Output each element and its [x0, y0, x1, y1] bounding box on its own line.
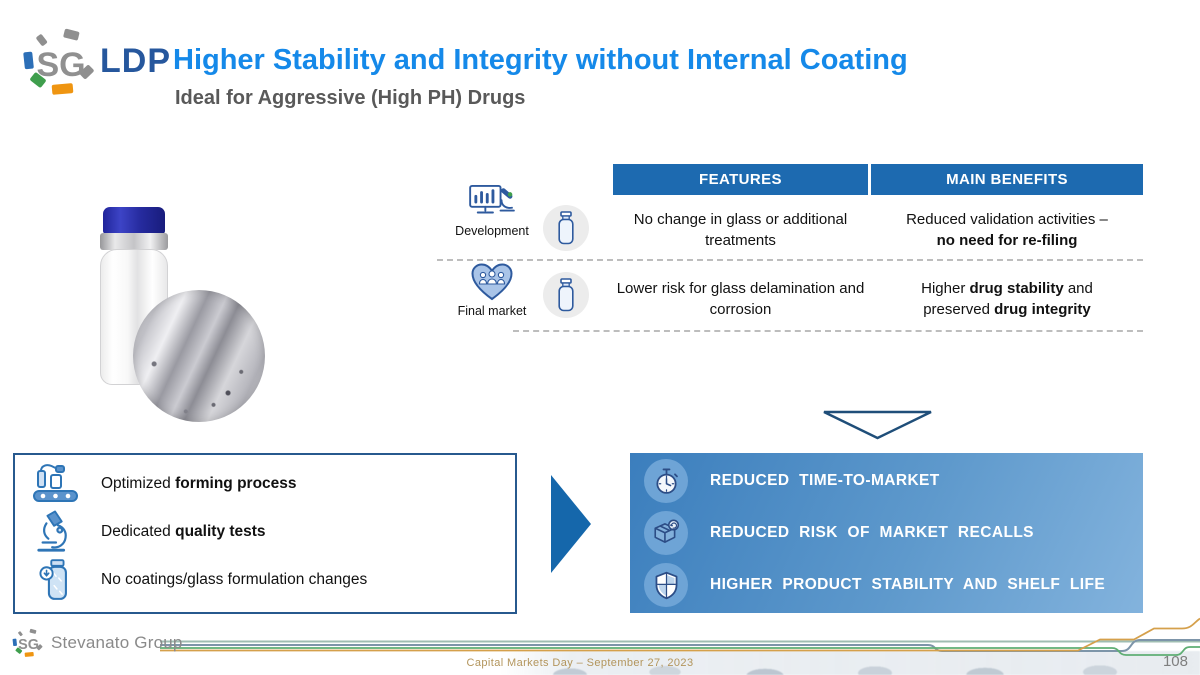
process-item-no-coatings: No coatings/glass formulation changes	[31, 557, 367, 603]
benefit-item-time-to-market: REDUCED TIME-TO-MARKET	[644, 458, 1135, 504]
stage-development: Development	[436, 184, 548, 238]
vial-photo	[95, 200, 335, 440]
benefit-label: REDUCED RISK OF MARKET RECALLS	[710, 524, 1034, 541]
process-text: Optimized	[101, 475, 176, 492]
table-header-features: FEATURES	[613, 164, 868, 195]
forming-process-icon	[31, 462, 81, 506]
footer-sg-logo-text: SG	[18, 637, 39, 653]
table-cell-benefit-development: Reduced validation activities – no need f…	[871, 209, 1143, 251]
table-cell-benefit-final-market: Higher drug stability and preserved drug …	[871, 278, 1143, 320]
sg-logo-text: SG	[36, 46, 85, 84]
benefit-item-market-recalls: REDUCED RISK OF MARKET RECALLS	[644, 510, 1135, 556]
footer-decorative-lines	[160, 617, 1200, 656]
process-text: Dedicated	[101, 523, 176, 540]
benefit-text-bold: drug stability	[969, 280, 1064, 297]
vial-icon	[543, 272, 589, 318]
benefits-panel: REDUCED TIME-TO-MARKET REDUCED RISK OF M…	[630, 453, 1143, 613]
benefit-text: and	[1063, 280, 1093, 297]
benefit-label: HIGHER PRODUCT STABILITY AND SHELF LIFE	[710, 576, 1106, 593]
process-text: No coatings/glass formulation changes	[101, 571, 368, 588]
benefit-text: Reduced validation activities –	[906, 211, 1108, 228]
benefit-text: preserved	[923, 301, 995, 318]
microscope-icon	[31, 509, 81, 555]
stopwatch-icon	[644, 459, 688, 503]
product-logo-ldp: LDP	[100, 42, 171, 80]
process-item-text: Optimized forming process	[101, 475, 297, 493]
development-icon	[469, 184, 515, 214]
footer-brand: SG Stevanato Group	[12, 628, 183, 658]
process-text-bold: quality tests	[175, 523, 266, 540]
glass-delamination-inset-image	[133, 290, 265, 422]
benefit-text-bold: drug integrity	[994, 301, 1091, 318]
no-coatings-vial-icon	[31, 558, 81, 602]
stage-label: Final market	[457, 304, 527, 318]
process-item-text: Dedicated quality tests	[101, 523, 266, 541]
footer-caption: Capital Markets Day – September 27, 2023	[466, 657, 694, 669]
sg-logo: SG	[23, 28, 94, 95]
vial-crimp	[100, 233, 168, 250]
footer-sg-logo: SG	[12, 628, 43, 657]
benefit-text-bold: no need for re-filing	[936, 232, 1078, 249]
page-number: 108	[1162, 653, 1188, 670]
table-cell-feature-final-market: Lower risk for glass delamination and co…	[616, 280, 865, 318]
stage-label: Development	[455, 224, 529, 238]
benefit-item-shelf-life: HIGHER PRODUCT STABILITY AND SHELF LIFE	[644, 562, 1135, 608]
process-item-text: No coatings/glass formulation changes	[101, 571, 367, 589]
vial-cap	[103, 207, 165, 234]
process-text-bold: forming process	[175, 475, 297, 492]
slide-title: Higher Stability and Integrity without I…	[173, 44, 908, 76]
benefit-text: Higher	[921, 280, 970, 297]
table-header-benefits: MAIN BENEFITS	[871, 164, 1143, 195]
table-cell-feature-development: No change in glass or additional treatme…	[633, 211, 848, 249]
row-divider	[513, 330, 1143, 332]
footer-brand-name: Stevanato Group	[51, 633, 183, 652]
footer-vials-image	[500, 651, 1200, 675]
process-item-quality: Dedicated quality tests	[31, 509, 266, 555]
package-recall-icon	[644, 511, 688, 555]
slide-subtitle: Ideal for Aggressive (High PH) Drugs	[175, 87, 526, 109]
benefit-label: REDUCED TIME-TO-MARKET	[710, 472, 940, 489]
process-panel: Optimized forming process Dedicated qual…	[13, 453, 517, 614]
down-chevron-icon	[823, 410, 932, 440]
final-market-icon	[471, 263, 513, 301]
right-arrow-icon	[551, 475, 591, 573]
process-item-forming: Optimized forming process	[31, 461, 297, 507]
row-divider	[437, 259, 1143, 261]
vial-icon	[543, 205, 589, 251]
stage-final-market: Final market	[436, 262, 548, 318]
shield-icon	[644, 563, 688, 607]
